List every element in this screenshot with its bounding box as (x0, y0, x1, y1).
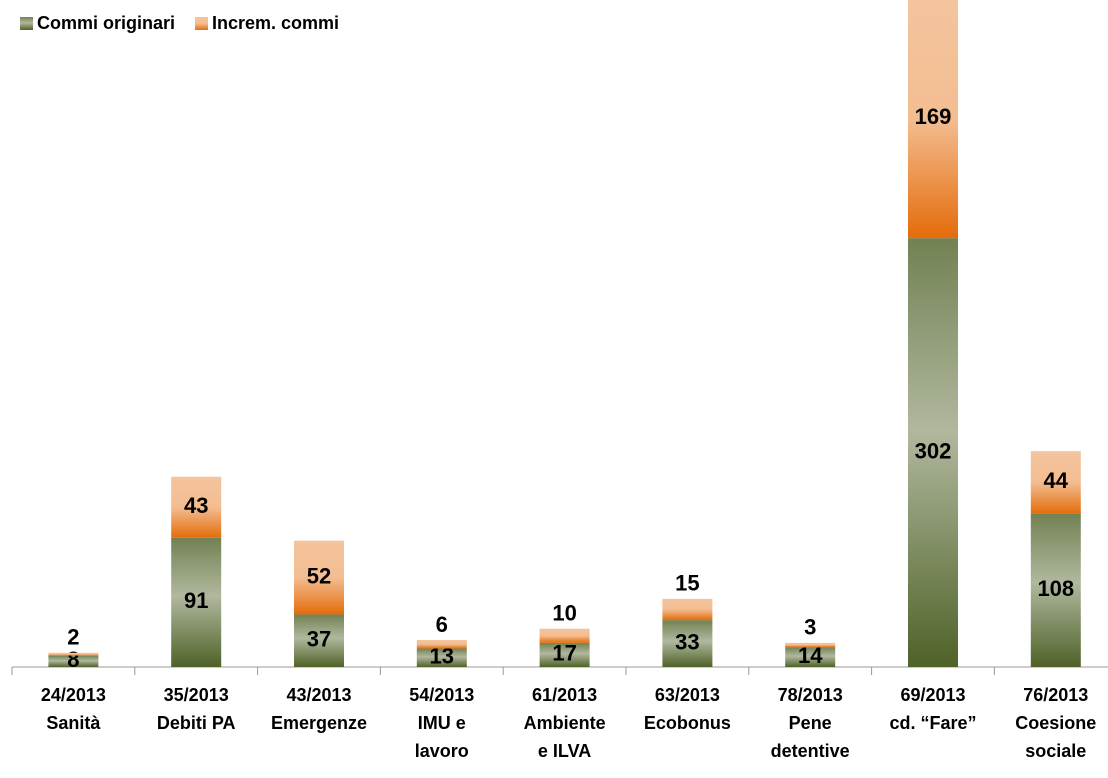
data-label: 52 (307, 563, 331, 588)
x-tick-label: detentive (771, 741, 850, 761)
x-tick-label: e ILVA (538, 741, 591, 761)
legend-swatch (20, 17, 33, 30)
x-tick-label: 54/2013 (409, 685, 474, 705)
bar-segment (539, 642, 590, 667)
x-tick-label: Pene (789, 713, 832, 733)
data-label: 169 (915, 104, 952, 129)
data-label: 8 (67, 647, 79, 672)
x-tick-label: Sanità (46, 713, 101, 733)
data-label: 2 (67, 625, 79, 650)
x-tick-label: Emergenze (271, 713, 367, 733)
x-tick-label: 69/2013 (900, 685, 965, 705)
x-tick-label: lavoro (415, 741, 469, 761)
data-label: 91 (184, 588, 208, 613)
data-label: 108 (1037, 576, 1074, 601)
x-tick-label: sociale (1025, 741, 1086, 761)
bar-segment (785, 642, 836, 648)
x-tick-label: cd. “Fare” (889, 713, 976, 733)
data-label: 44 (1044, 468, 1069, 493)
legend-swatch (195, 17, 209, 30)
bar-segment (539, 628, 590, 643)
x-tick-label: 61/2013 (532, 685, 597, 705)
bar-segment (416, 648, 467, 667)
legend-label: Commi originari (37, 13, 175, 33)
x-tick-label: 43/2013 (286, 685, 351, 705)
data-label: 10 (552, 600, 576, 625)
data-label: 15 (675, 571, 699, 596)
data-label: 17 (552, 641, 576, 666)
data-label: 33 (675, 629, 699, 654)
x-tick-label: Coesione (1015, 713, 1096, 733)
x-tick-label: 35/2013 (164, 685, 229, 705)
bar-segment (1030, 513, 1081, 667)
bar-segment (662, 620, 713, 667)
bar-segment (662, 598, 713, 621)
bar-segment (908, 238, 958, 667)
x-tick-label: 24/2013 (41, 685, 106, 705)
bar-segment (1030, 451, 1081, 514)
x-tick-label: Ecobonus (644, 713, 731, 733)
bar-segment (416, 640, 467, 649)
bar-segment (171, 537, 222, 667)
bar-segment (908, 0, 958, 239)
data-label: 302 (915, 438, 952, 463)
x-tick-label: 63/2013 (655, 685, 720, 705)
bar-segment (294, 614, 344, 667)
data-label: 3 (804, 615, 816, 640)
x-tick-label: 78/2013 (778, 685, 843, 705)
x-tick-label: Ambiente (524, 713, 606, 733)
data-label: 43 (184, 493, 208, 518)
data-label: 6 (436, 612, 448, 637)
bar-segment (48, 652, 99, 656)
x-tick-label: Debiti PA (157, 713, 236, 733)
bar-segment (48, 655, 99, 667)
x-tick-label: 76/2013 (1023, 685, 1088, 705)
data-label: 37 (307, 627, 331, 652)
bar-segment (294, 540, 344, 615)
legend-label: Increm. commi (212, 13, 339, 33)
bar-segment (171, 476, 222, 538)
x-tick-label: IMU e (418, 713, 466, 733)
bar-segment (785, 647, 836, 667)
